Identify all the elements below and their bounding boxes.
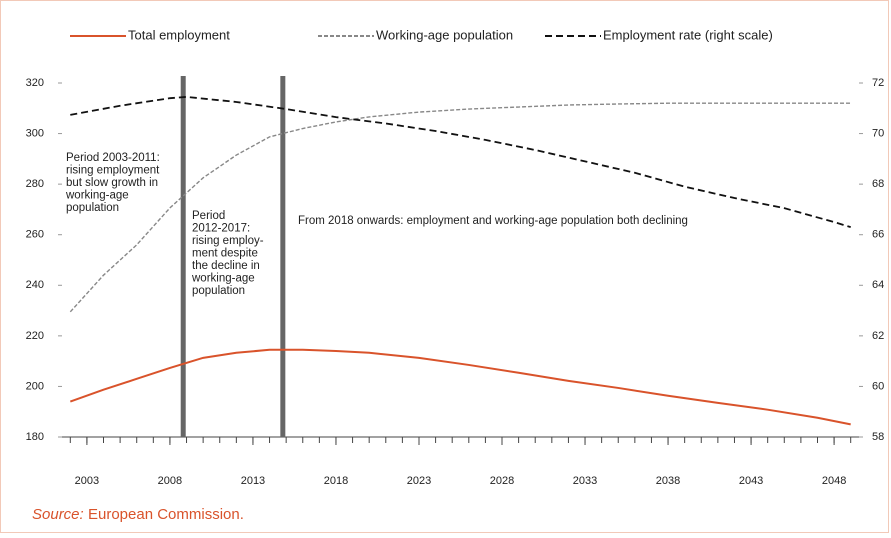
x-tick-label: 2043 — [739, 475, 763, 487]
annotation: From 2018 onwards: employment and workin… — [298, 215, 688, 227]
y-tick-label: 260 — [26, 229, 44, 241]
annotation: Period 2003-2011: — [66, 152, 160, 164]
annotation: the decline in — [192, 260, 260, 272]
x-tick-label: 2038 — [656, 475, 680, 487]
annotation: working-age — [65, 190, 129, 202]
y-tick-label: 320 — [26, 77, 44, 89]
x-tick-label: 2008 — [158, 475, 182, 487]
y2-tick-label: 72 — [872, 77, 884, 89]
annotation: rising employ- — [192, 235, 264, 247]
y-tick-label: 180 — [26, 431, 44, 443]
annotation: ment despite — [192, 248, 258, 260]
x-tick-label: 2033 — [573, 475, 597, 487]
series-line — [69, 348, 851, 426]
annotation: rising employment — [66, 165, 160, 177]
y-tick-label: 280 — [26, 178, 44, 190]
annotation: 2012-2017: — [192, 223, 250, 235]
y2-tick-label: 64 — [872, 279, 884, 291]
legend-label: Working-age population — [376, 27, 513, 42]
y2-tick-label: 58 — [872, 431, 884, 443]
y2-tick-label: 66 — [872, 229, 884, 241]
x-tick-label: 2048 — [822, 475, 846, 487]
annotation: population — [66, 202, 119, 214]
x-tick-label: 2018 — [324, 475, 348, 487]
annotation: population — [192, 285, 245, 297]
legend-label: Total employment — [128, 27, 230, 42]
annotation: working-age — [191, 273, 255, 285]
y-tick-label: 220 — [26, 330, 44, 342]
x-tick-label: 2023 — [407, 475, 431, 487]
series-line — [70, 96, 851, 228]
y-tick-label: 200 — [26, 380, 44, 392]
x-tick-label: 2028 — [490, 475, 514, 487]
x-tick-label: 2003 — [75, 475, 99, 487]
series-line — [69, 102, 851, 313]
source: European Commission. — [88, 506, 244, 523]
source-label: Source: — [32, 506, 84, 523]
y2-tick-label: 60 — [872, 380, 884, 392]
x-tick-label: 2013 — [241, 475, 265, 487]
y-tick-label: 300 — [26, 127, 44, 139]
y2-tick-label: 70 — [872, 127, 884, 139]
annotation: but slow growth in — [66, 177, 158, 189]
y2-tick-label: 62 — [872, 330, 884, 342]
y2-tick-label: 68 — [872, 178, 884, 190]
legend-label: Employment rate (right scale) — [603, 27, 773, 42]
y-tick-label: 240 — [26, 279, 44, 291]
annotation: Period — [192, 210, 225, 222]
